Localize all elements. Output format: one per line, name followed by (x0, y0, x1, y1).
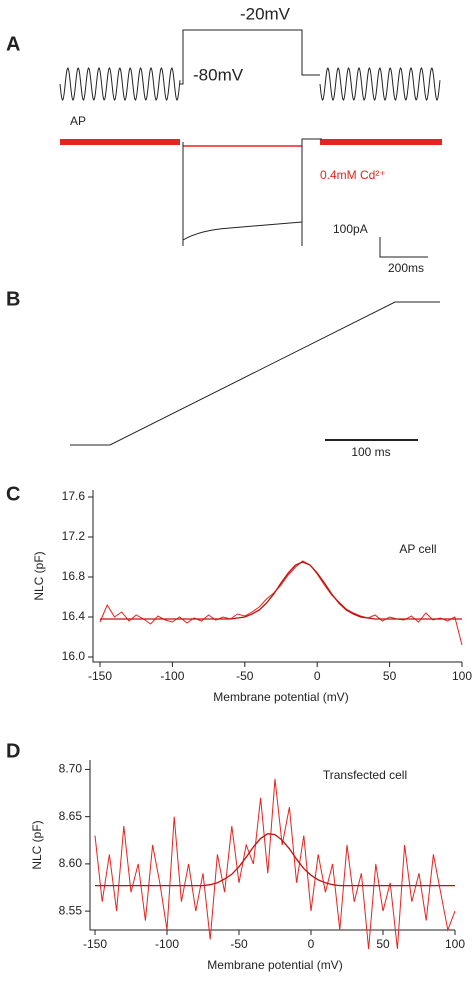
trace-label: AP (70, 114, 86, 128)
y-axis-label: NLC (pF) (30, 820, 44, 869)
x-axis-label: Membrane potential (mV) (213, 690, 348, 704)
voltage-low: -80mV (193, 65, 244, 84)
y-tick-label: 17.6 (62, 489, 86, 503)
scale-time: 100 ms (351, 445, 390, 459)
x-tick-label: -150 (88, 669, 112, 683)
voltage-step (180, 29, 320, 85)
y-tick-label: 16.0 (62, 649, 86, 663)
x-tick-label: 100 (452, 669, 472, 683)
panel-label: A (6, 33, 20, 55)
x-tick-label: 0 (308, 937, 315, 951)
axes (92, 490, 462, 663)
y-tick-label: 17.2 (62, 529, 86, 543)
x-tick-label: 100 (445, 937, 465, 951)
panel-label: C (6, 483, 20, 505)
fit-line (95, 833, 455, 887)
fit-line (100, 561, 462, 620)
x-tick-label: 50 (383, 669, 397, 683)
y-tick-label: 8.70 (59, 762, 83, 776)
y-tick-label: 8.55 (59, 903, 83, 917)
scale-time: 200ms (388, 261, 424, 275)
panel-label: D (6, 740, 20, 762)
red-trace (320, 139, 442, 145)
scale-current: 100pA (333, 222, 368, 236)
x-axis-label: Membrane potential (mV) (207, 958, 342, 972)
y-tick-label: 16.8 (62, 569, 86, 583)
red-trace (60, 139, 180, 145)
x-tick-label: -100 (155, 937, 179, 951)
panel-label: B (6, 288, 20, 310)
y-tick-label: 8.60 (59, 856, 83, 870)
black-trace (182, 138, 322, 246)
x-tick-label: -50 (230, 937, 248, 951)
blocker-label: 0.4mM Cd²⁺ (320, 168, 386, 182)
x-tick-label: -100 (160, 669, 184, 683)
ramp-protocol (70, 301, 440, 446)
x-tick-label: 50 (376, 937, 390, 951)
x-tick-label: -50 (236, 669, 254, 683)
data-line (94, 778, 456, 949)
y-axis-label: NLC (pF) (32, 551, 46, 600)
x-tick-label: -150 (83, 937, 107, 951)
annotation: Transfected cell (323, 768, 407, 782)
x-tick-label: 0 (314, 669, 321, 683)
voltage-high: -20mV (240, 4, 291, 23)
y-tick-label: 8.65 (59, 809, 83, 823)
y-tick-label: 16.4 (62, 609, 86, 623)
data-line (99, 560, 463, 646)
sine-stimulus (319, 67, 441, 101)
scale-bar (379, 237, 428, 258)
annotation: AP cell (399, 542, 436, 556)
sine-stimulus (59, 67, 181, 101)
